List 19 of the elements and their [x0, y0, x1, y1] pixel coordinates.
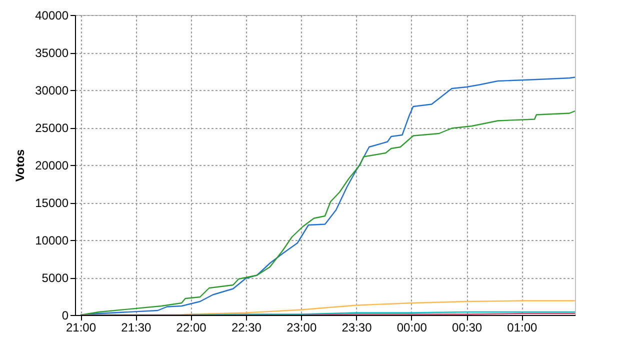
y-axis-title: Votos [13, 148, 28, 182]
x-tick-label: 23:00 [286, 320, 317, 334]
y-tick-label: 35000 [35, 46, 69, 60]
y-tick-label: 25000 [35, 121, 69, 135]
y-tick-label: 20000 [35, 158, 69, 172]
x-tick-label: 21:30 [121, 320, 152, 334]
x-tick-label: 23:30 [342, 320, 372, 334]
y-tick-label: 0 [62, 308, 69, 322]
y-tick-label: 5000 [42, 271, 69, 285]
x-tick-label: 22:30 [231, 320, 262, 334]
y-tick-label: 40000 [35, 8, 69, 22]
x-tick-label: 00:00 [396, 320, 428, 334]
x-tick-label: 00:30 [452, 320, 482, 334]
y-tick-label: 10000 [35, 234, 69, 248]
x-tick-label: 21:00 [66, 320, 96, 334]
x-tick-label: 22:00 [176, 320, 207, 334]
y-tick-label: 30000 [35, 84, 69, 98]
x-tick-label: 01:00 [507, 320, 538, 334]
y-tick-label: 15000 [35, 196, 69, 210]
